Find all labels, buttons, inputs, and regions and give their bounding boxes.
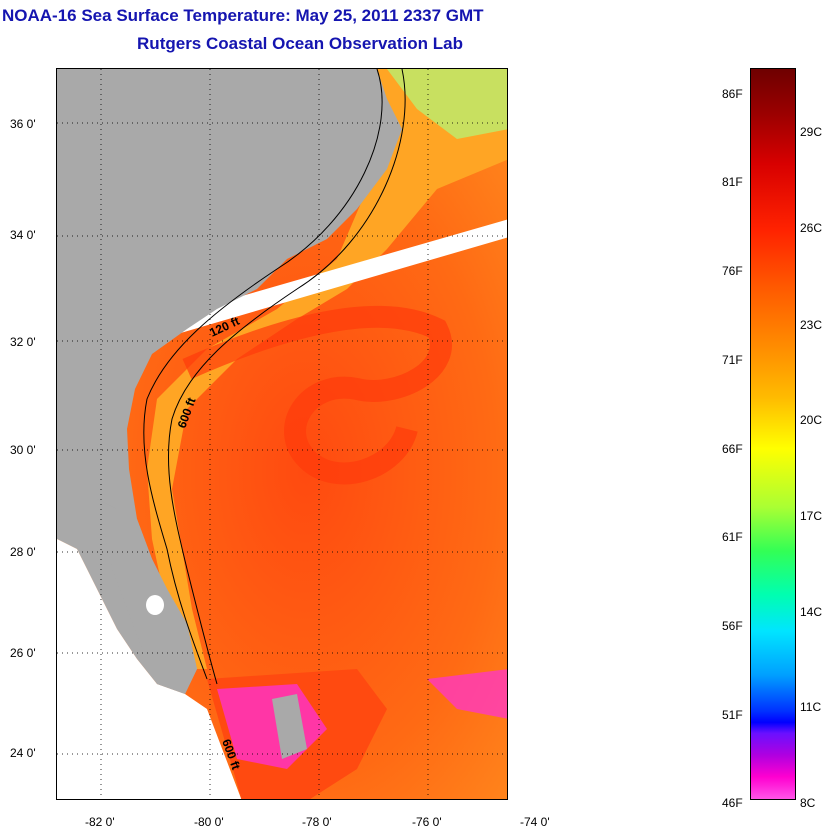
lat-label-28: 28 0' — [10, 545, 36, 559]
colorbar-f-81: 81F — [722, 175, 743, 189]
colorbar-c-17: 17C — [800, 509, 823, 523]
andros-island — [272, 694, 307, 759]
colorbar-c-20: 20C — [800, 413, 823, 427]
colorbar-c-14: 14C — [800, 605, 823, 619]
lat-label-30: 30 0' — [10, 443, 36, 457]
cool-patch-east — [427, 669, 507, 719]
colorbar-c-26: 26C — [800, 221, 823, 235]
title-line-1: NOAA-16 Sea Surface Temperature: May 25,… — [2, 6, 484, 25]
colorbar-c-29: 29C — [800, 125, 823, 139]
lat-label-32: 32 0' — [10, 335, 36, 349]
colorbar-f-46: 46F — [722, 796, 743, 810]
sst-map: 120 ft 600 ft 600 ft — [56, 68, 508, 800]
isobath-120ft — [143, 69, 383, 680]
gulf-no-data — [57, 539, 242, 799]
gulf-stream — [182, 305, 452, 485]
colorbar-c-23: 23C — [800, 318, 823, 332]
florida-land — [97, 499, 197, 694]
temperature-colorbar — [750, 68, 796, 800]
lon-label-78: -78 0' — [302, 815, 332, 829]
lake — [146, 595, 164, 615]
colorbar-f-71: 71F — [722, 353, 743, 367]
colorbar-f-66: 66F — [722, 442, 743, 456]
isobath-600ft — [167, 69, 406, 685]
lat-label-26: 26 0' — [10, 646, 36, 660]
sst-map-image: 120 ft 600 ft 600 ft — [57, 69, 507, 799]
colorbar-c-11: 11C — [800, 700, 822, 714]
colorbar-f-61: 61F — [722, 530, 743, 544]
title-line-2: Rutgers Coastal Ocean Observation Lab — [137, 34, 463, 53]
lon-label-74: -74 0' — [520, 815, 550, 829]
lat-label-34: 34 0' — [10, 228, 36, 242]
lon-label-76: -76 0' — [412, 815, 442, 829]
colorbar-c-8: 8C — [800, 796, 816, 810]
colorbar-f-86: 86F — [722, 87, 743, 101]
cool-water-north — [387, 69, 507, 139]
lat-label-36: 36 0' — [10, 117, 36, 131]
colorbar-f-56: 56F — [722, 619, 743, 633]
colorbar-f-51: 51F — [722, 708, 743, 722]
missing-data-swath — [162, 219, 507, 337]
lat-label-24: 24 0' — [10, 746, 36, 760]
lon-label-82: -82 0' — [85, 815, 115, 829]
colorbar-f-76: 76F — [722, 264, 743, 278]
lon-label-80: -80 0' — [194, 815, 224, 829]
graticule — [57, 69, 507, 799]
